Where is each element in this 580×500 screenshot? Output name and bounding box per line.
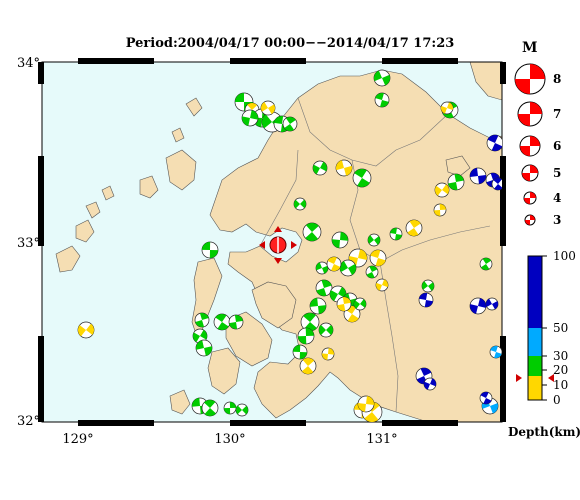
focal-mechanism-symbol[interactable] [331,231,349,249]
focal-mechanism-symbol[interactable] [469,167,487,185]
mag-3-symbol [524,214,536,226]
mag-label-8: 8 [553,72,562,86]
focal-mechanism-symbol[interactable] [293,197,307,211]
lon-tick-131: 131° [366,432,398,447]
lon-tick-130: 130° [214,432,246,447]
depth-label-10: 10 [553,378,569,392]
focal-mechanism-symbol[interactable] [491,177,504,191]
focal-mechanism-symbol[interactable] [440,101,454,115]
magnitude-legend-title: M [522,40,538,56]
shimabara-peninsula [251,281,297,329]
focal-mechanism-symbol[interactable] [194,312,210,328]
earthquake-markers[interactable] [77,69,504,422]
focal-mechanism-symbol[interactable] [374,92,390,108]
focal-mechanism-symbol[interactable] [195,339,213,357]
focal-mechanism-symbol[interactable] [299,357,317,375]
focal-mechanism-symbol[interactable] [241,109,259,127]
depth-label-100: 100 [553,249,576,263]
magnitude-legend [514,63,546,226]
focal-mechanism-symbol[interactable] [365,265,379,279]
epicenter-marker[interactable] [259,226,297,264]
focal-mechanism-symbol[interactable] [302,222,322,242]
lat-tick-33: 33° [16,236,40,251]
lat-tick-34: 34° [16,56,40,71]
mag-6-symbol [519,135,541,157]
focal-mechanism-symbol[interactable] [312,160,328,176]
focal-mechanism-symbol[interactable] [469,297,487,315]
mag-label-4: 4 [553,191,562,205]
focal-mechanism-symbol[interactable] [292,344,308,360]
focal-mechanism-symbol[interactable] [300,312,320,332]
focal-mechanism-symbol[interactable] [447,173,465,191]
focal-mechanism-symbol[interactable] [192,328,208,344]
focal-mechanism-symbol[interactable] [228,314,244,330]
focal-mechanism-symbol[interactable] [201,399,219,417]
focal-mechanism-symbol[interactable] [375,278,389,292]
focal-mechanism-symbol[interactable] [434,182,450,198]
mag-8-symbol [514,63,546,95]
focal-mechanism-symbol[interactable] [335,159,353,177]
mag-label-3: 3 [553,213,562,227]
mag-7-symbol [517,101,543,127]
focal-mechanism-symbol[interactable] [369,249,387,267]
focal-mechanism-symbol[interactable] [389,227,403,241]
focal-mechanism-symbol[interactable] [315,279,333,297]
focal-mechanism-symbol[interactable] [77,321,95,339]
focal-mechanism-symbol[interactable] [479,257,493,271]
mag-label-7: 7 [553,107,562,121]
mag-label-5: 5 [553,166,562,180]
focal-mechanism-symbol[interactable] [418,292,434,308]
focal-mechanism-symbol[interactable] [235,403,249,417]
mag-4-symbol [523,191,537,205]
focal-mechanism-symbol[interactable] [423,377,437,391]
depth-label-0: 0 [553,393,561,407]
focal-mechanism-symbol[interactable] [297,327,315,345]
goto-islands [55,245,81,273]
focal-mechanism-symbol[interactable] [213,313,231,331]
focal-mechanism-symbol[interactable] [315,261,329,275]
focal-mechanism-symbol[interactable] [373,69,391,87]
lon-tick-129: 129° [62,432,94,447]
lat-tick-32: 32° [16,414,40,429]
focal-mechanism-symbol[interactable] [223,401,237,415]
focal-mechanism-symbol[interactable] [336,296,352,312]
focal-mechanism-symbol[interactable] [479,391,493,405]
focal-mechanism-symbol[interactable] [485,297,499,311]
focal-mechanism-symbol[interactable] [352,168,372,188]
focal-mechanism-symbol[interactable] [282,116,298,132]
focal-mechanism-symbol[interactable] [260,100,276,116]
mag-label-6: 6 [553,139,562,153]
focal-mechanism-symbol[interactable] [201,241,219,259]
focal-mechanism-symbol[interactable] [433,203,447,217]
focal-mechanism-symbol[interactable] [353,297,367,311]
focal-mechanism-symbol[interactable] [486,134,503,152]
depth-label-50: 50 [553,321,569,335]
focal-mechanism-symbol[interactable] [326,256,342,272]
focal-mechanism-symbol[interactable] [357,395,375,413]
depth-label-20: 20 [553,363,569,377]
focal-mechanism-symbol[interactable] [367,233,381,247]
depth-legend-title: Depth(km) [508,425,580,439]
depth-label-30: 30 [553,349,569,363]
map-title: Period:2004/04/17 00:00−−2014/04/17 17:2… [125,36,455,51]
focal-mechanism-symbol[interactable] [339,259,357,277]
map-border-scale [38,58,506,426]
depth-colorbar [516,255,554,401]
focal-mechanism-symbol[interactable] [489,345,502,359]
focal-mechanism-symbol[interactable] [318,322,334,338]
mag-5-symbol [521,164,539,182]
kyushu-mainland [209,69,502,422]
focal-mechanism-symbol[interactable] [309,297,327,315]
focal-mechanism-symbol[interactable] [405,219,423,237]
focal-mechanism-symbol[interactable] [421,279,435,293]
focal-mechanism-symbol[interactable] [321,347,335,361]
